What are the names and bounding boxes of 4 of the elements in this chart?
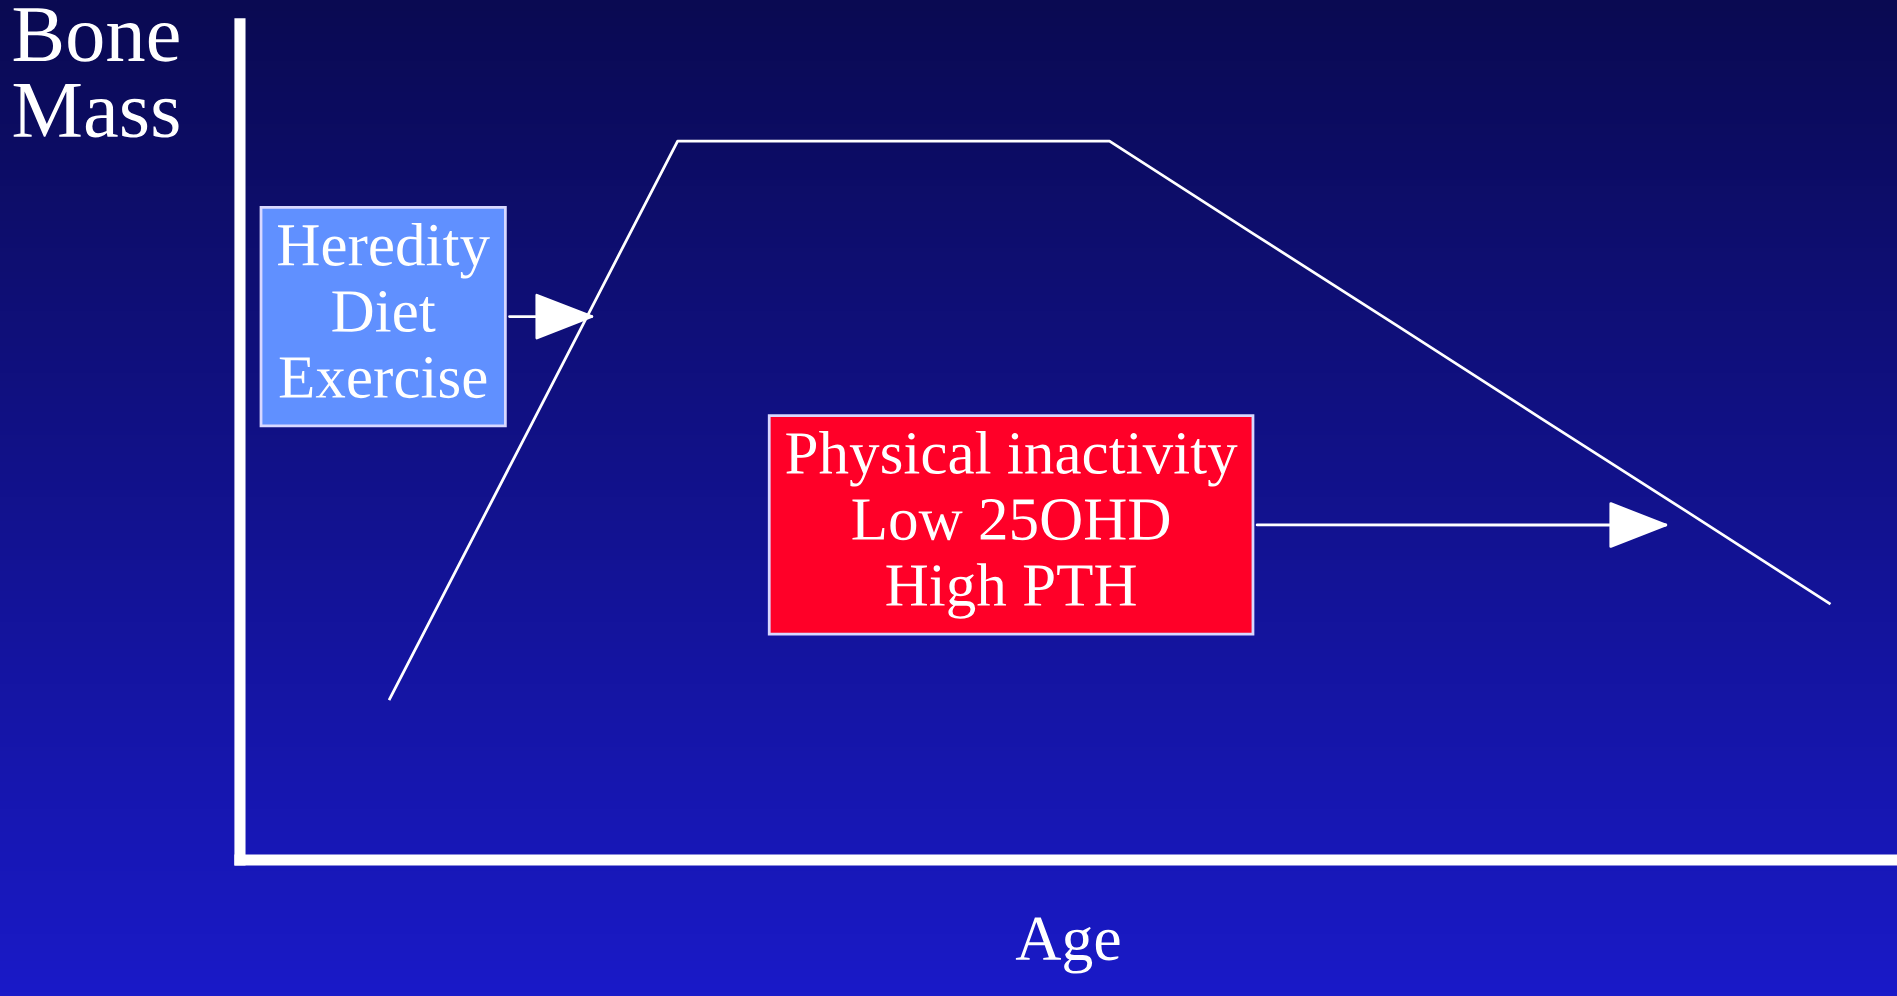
annotation: Heredity Diet Exercise	[278, 222, 490, 399]
annotation: Physical inactivity Low 25OHD High PTH	[786, 430, 1238, 619]
x-axis-title: Age	[1015, 917, 1120, 974]
y-axis-title: Bone Mass	[13, 8, 179, 138]
